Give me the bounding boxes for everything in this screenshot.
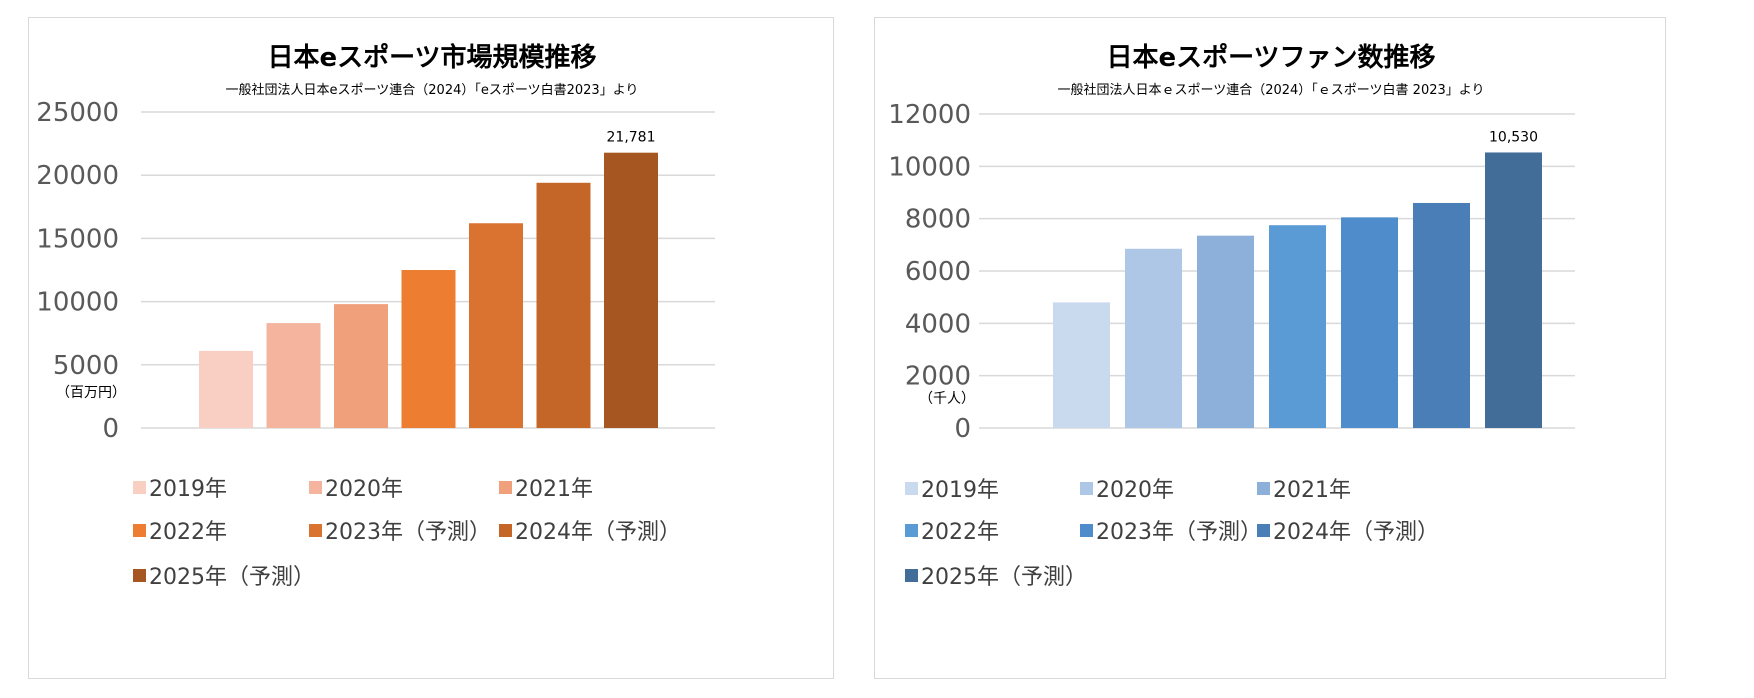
legend-swatch [499,524,512,537]
chart-title: 日本eスポーツファン数推移 [1106,42,1435,73]
bar [1053,302,1110,428]
legend-swatch [1080,482,1093,495]
y-tick-label: 0 [102,414,119,444]
legend-entry: 2024年（予測） [1273,520,1439,545]
data-label: 21,781 [607,130,656,146]
legend-entry: 2023年（予測） [1096,520,1262,545]
legend-swatch [499,481,512,494]
legend-entry: 2021年 [1273,478,1351,503]
bar [1125,248,1182,428]
data-label: 10,530 [1489,129,1538,145]
bar [604,152,658,428]
legend-entry: 2020年 [1096,478,1174,503]
bar [1269,225,1326,428]
y-tick-label: 5000 [53,351,119,381]
y-unit-label: （百万円） [56,385,126,401]
y-tick-label: 6000 [905,257,971,287]
y-tick-label: 2000 [905,362,971,392]
legend-swatch [1080,524,1093,537]
legend-swatch [133,569,146,582]
legend-swatch [133,481,146,494]
legend-swatch [1257,524,1270,537]
legend-swatch [1257,482,1270,495]
bar [1413,202,1470,428]
legend-entry: 2025年（予測） [149,565,315,590]
fan-count-chart-panel: 日本eスポーツファン数推移一般社団法人日本ｅスポーツ連合（2024）「ｅスポーツ… [874,17,1666,679]
bar [536,182,591,428]
legend-entry: 2022年 [921,520,999,545]
legend-entry: 2023年（予測） [325,520,491,545]
chart-subtitle: 一般社団法人日本ｅスポーツ連合（2024）「ｅスポーツ白書 2023」より [1057,82,1484,98]
fan-count-chart: 日本eスポーツファン数推移一般社団法人日本ｅスポーツ連合（2024）「ｅスポーツ… [888,42,1575,590]
legend-entry: 2025年（予測） [921,565,1087,590]
legend-swatch [905,569,918,582]
y-tick-label: 20000 [36,161,119,191]
bar [469,223,523,428]
bar [1485,152,1542,428]
legend-entry: 2019年 [921,478,999,503]
legend-entry: 2020年 [325,477,403,502]
legend-swatch [133,524,146,537]
legend-entry: 2021年 [515,477,593,502]
legend-entry: 2022年 [149,520,227,545]
chart-subtitle: 一般社団法人日本eスポーツ連合（2024）「eスポーツ白書2023」より [226,82,639,98]
legend-entry: 2024年（予測） [515,520,681,545]
bar [199,350,253,428]
legend-swatch [309,524,322,537]
bar [401,270,456,428]
y-tick-label: 8000 [905,205,971,235]
y-tick-label: 4000 [905,309,971,339]
chart-title: 日本eスポーツ市場規模推移 [267,42,596,73]
y-tick-label: 12000 [888,100,971,130]
legend-entry: 2019年 [149,477,227,502]
legend-swatch [905,482,918,495]
y-tick-label: 10000 [888,152,971,182]
y-tick-label: 25000 [36,98,119,128]
bar [266,323,321,428]
market-size-chart-panel: 日本eスポーツ市場規模推移一般社団法人日本eスポーツ連合（2024）「eスポーツ… [28,17,834,679]
y-tick-label: 10000 [36,288,119,318]
y-tick-label: 0 [954,414,971,444]
bar [334,304,388,428]
legend-swatch [309,481,322,494]
bar [1197,235,1254,428]
bar [1341,217,1398,428]
legend-swatch [905,524,918,537]
y-unit-label: （千人） [919,391,975,407]
market-size-chart: 日本eスポーツ市場規模推移一般社団法人日本eスポーツ連合（2024）「eスポーツ… [36,42,715,590]
y-tick-label: 15000 [36,224,119,254]
